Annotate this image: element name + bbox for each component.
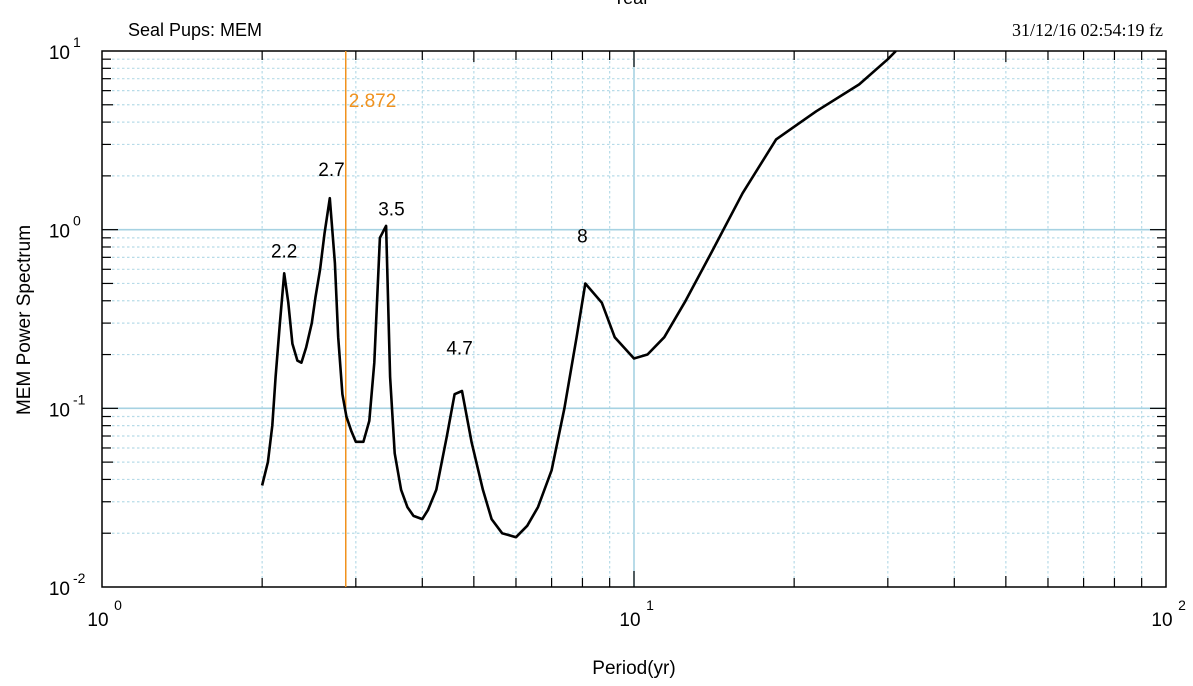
- y-tick-label-exponent: 0: [73, 213, 81, 229]
- peak-label: 2.7: [318, 160, 344, 181]
- series-line-mem-spectrum: [260, 50, 897, 539]
- x-tick-label: 10: [87, 610, 108, 631]
- x-axis-label: Period(yr): [592, 658, 675, 679]
- peak-annotations: 2.2 2.7 3.5 8 4.7: [271, 160, 588, 360]
- peak-label: 3.5: [378, 200, 404, 221]
- y-tick-label: 10: [49, 43, 70, 64]
- chart-subtitle: Seal Pups: MEM: [128, 20, 262, 40]
- y-tick-label-exponent: -2: [73, 570, 86, 586]
- axis-ticks: [102, 51, 1166, 587]
- peak-label: 2.2: [271, 241, 297, 262]
- x-tick-label-exponent: 1: [646, 597, 654, 613]
- y-tick-label: 10: [49, 400, 70, 421]
- y-axis-label: MEM Power Spectrum: [14, 225, 35, 415]
- x-tick-label-exponent: 2: [1178, 597, 1186, 613]
- plot-frame: [101, 50, 1167, 588]
- x-tick-labels: 10 0 10 1 10 2: [87, 597, 1186, 631]
- top-title: Year: [613, 0, 649, 8]
- grid: [102, 51, 1166, 587]
- x-tick-label-exponent: 0: [114, 597, 122, 613]
- peak-label: 4.7: [446, 339, 472, 360]
- y-tick-label: 10: [49, 222, 70, 243]
- y-tick-label: 10: [49, 579, 70, 600]
- y-tick-label-exponent: 1: [73, 34, 81, 50]
- timestamp: 31/12/16 02:54:19 fz: [1012, 20, 1163, 40]
- reference-line-label: 2.872: [349, 91, 397, 112]
- y-tick-label-exponent: -1: [73, 391, 86, 407]
- x-tick-label: 10: [619, 610, 640, 631]
- x-tick-label: 10: [1151, 610, 1172, 631]
- peak-label: 8: [577, 226, 588, 247]
